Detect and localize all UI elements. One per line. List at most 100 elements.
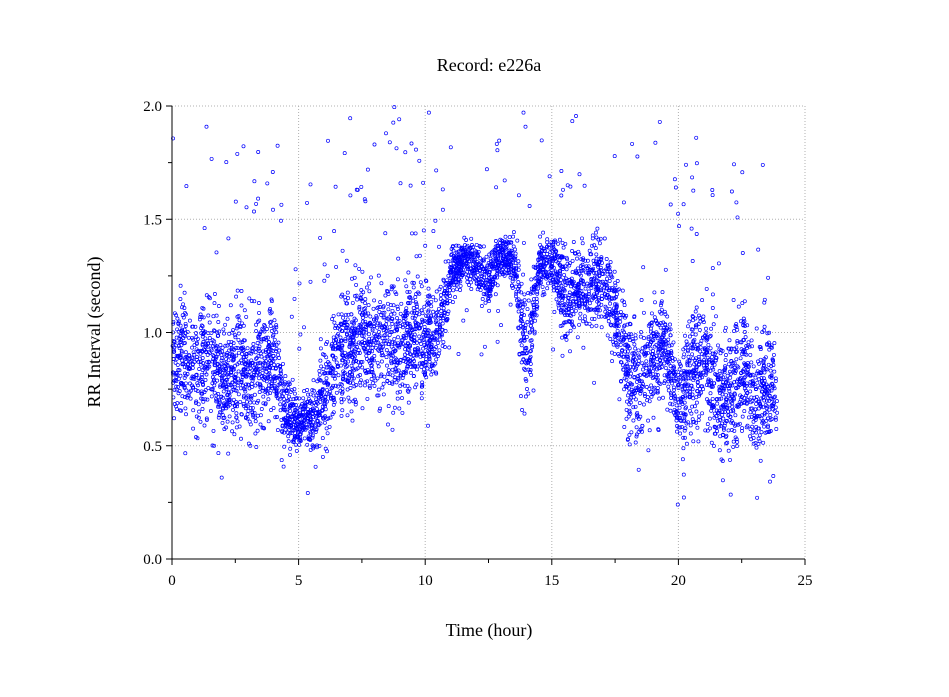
data-point xyxy=(624,416,629,421)
data-point xyxy=(750,430,755,435)
data-point xyxy=(182,341,187,345)
data-point xyxy=(287,417,292,422)
data-point xyxy=(333,370,338,375)
data-point xyxy=(291,428,296,432)
data-point xyxy=(366,311,371,316)
data-point xyxy=(410,231,414,236)
data-point xyxy=(333,323,338,328)
data-point xyxy=(679,424,684,429)
data-point xyxy=(637,401,642,405)
data-point xyxy=(686,376,691,381)
data-point xyxy=(567,302,572,307)
data-point xyxy=(773,394,777,399)
data-point xyxy=(742,396,747,401)
data-point xyxy=(340,248,345,253)
data-point xyxy=(670,381,674,386)
data-point xyxy=(523,394,528,399)
data-point xyxy=(740,301,745,306)
data-point xyxy=(620,298,625,303)
data-point xyxy=(331,313,336,318)
data-point xyxy=(441,306,446,311)
data-point xyxy=(365,379,370,384)
data-point xyxy=(578,311,583,316)
data-point xyxy=(641,363,646,368)
data-point xyxy=(345,413,350,418)
data-point xyxy=(426,321,431,326)
data-point xyxy=(552,247,557,252)
data-point xyxy=(641,402,646,407)
data-point xyxy=(749,395,754,400)
data-point xyxy=(210,387,215,392)
data-point xyxy=(707,357,712,362)
data-point xyxy=(622,323,627,328)
data-point xyxy=(725,373,730,378)
data-point xyxy=(185,393,190,398)
data-point xyxy=(577,322,582,327)
data-point xyxy=(596,279,601,284)
data-point xyxy=(728,369,732,374)
data-point xyxy=(683,333,687,338)
data-point xyxy=(233,363,238,368)
data-point xyxy=(250,405,255,410)
data-point xyxy=(196,349,201,354)
data-point xyxy=(392,311,397,316)
data-point xyxy=(297,346,302,351)
data-point xyxy=(434,331,439,336)
data-point xyxy=(323,397,328,402)
data-point xyxy=(772,400,777,405)
data-point xyxy=(708,378,713,383)
data-point xyxy=(740,428,744,433)
data-point xyxy=(688,431,693,436)
data-point xyxy=(661,320,666,325)
data-point xyxy=(649,357,653,362)
data-point xyxy=(253,419,258,424)
data-point xyxy=(681,495,686,500)
data-point xyxy=(724,433,729,438)
data-point xyxy=(729,359,734,364)
data-point xyxy=(176,391,181,396)
data-point xyxy=(462,235,467,240)
data-point xyxy=(474,242,479,247)
data-point xyxy=(436,354,440,358)
data-point xyxy=(734,325,739,329)
data-point xyxy=(255,381,260,386)
data-point xyxy=(729,420,734,425)
data-point xyxy=(568,328,573,333)
data-point xyxy=(368,370,373,374)
data-point xyxy=(559,283,564,288)
data-point xyxy=(708,368,713,373)
data-point xyxy=(291,402,296,407)
data-point xyxy=(727,338,732,343)
data-point xyxy=(761,405,765,410)
data-point xyxy=(598,265,603,270)
data-point xyxy=(374,314,379,319)
data-point xyxy=(742,386,747,391)
data-point xyxy=(736,365,741,370)
data-point xyxy=(719,396,724,401)
data-point xyxy=(341,397,346,402)
data-point xyxy=(710,193,715,198)
data-point xyxy=(628,364,633,369)
data-point xyxy=(236,331,241,336)
data-point xyxy=(317,412,322,417)
data-point xyxy=(332,374,337,378)
data-point xyxy=(210,386,215,391)
data-point xyxy=(300,407,305,412)
data-point xyxy=(674,408,679,413)
data-point xyxy=(741,316,746,321)
data-point xyxy=(348,193,353,198)
data-point xyxy=(601,288,606,293)
data-point xyxy=(606,267,611,271)
data-point xyxy=(738,356,743,361)
data-point xyxy=(440,343,445,348)
data-point xyxy=(612,287,617,292)
data-point xyxy=(270,381,275,386)
data-point xyxy=(440,321,445,326)
data-point xyxy=(515,303,520,308)
data-point xyxy=(688,423,693,428)
data-point xyxy=(739,351,744,356)
data-point xyxy=(710,266,715,271)
data-point xyxy=(467,283,472,287)
data-point xyxy=(524,378,529,383)
data-point xyxy=(655,379,660,384)
